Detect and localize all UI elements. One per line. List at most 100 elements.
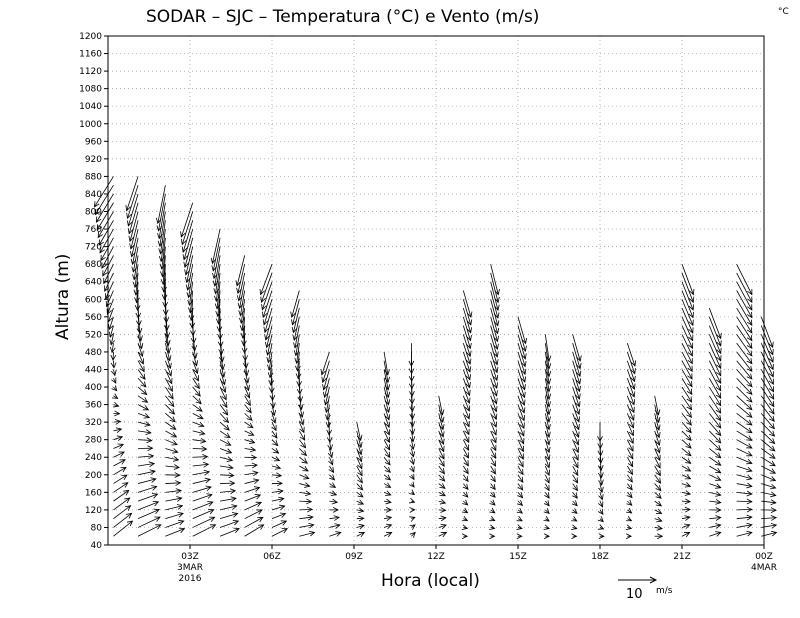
wind-arrow-head	[463, 452, 469, 459]
wind-arrow-head	[320, 369, 327, 376]
wind-arrow-head	[275, 472, 283, 479]
wind-arrow-head	[239, 325, 246, 332]
wind-arrow	[572, 509, 578, 514]
y-tick-label: 680	[85, 260, 102, 270]
wind-arrow	[297, 360, 300, 379]
wind-arrow-head	[122, 482, 129, 488]
wind-arrow	[165, 325, 169, 346]
wind-arrow-head	[244, 384, 250, 392]
wind-arrow-head	[194, 382, 200, 390]
wind-arrow	[654, 518, 662, 522]
wind-arrow-head	[138, 358, 145, 365]
y-tick-label: 1040	[79, 102, 102, 112]
wind-arrow-head	[492, 374, 499, 382]
wind-arrow	[654, 448, 661, 461]
wind-arrow	[681, 325, 693, 349]
wind-arrow	[517, 448, 524, 460]
wind-arrow	[299, 516, 313, 520]
wind-arrow-head	[214, 303, 221, 310]
wind-arrow	[736, 272, 753, 303]
wind-arrow-head	[656, 516, 663, 523]
wind-arrow	[626, 421, 634, 436]
wind-arrow	[681, 351, 693, 372]
wind-arrow-head	[770, 515, 778, 521]
wind-arrow	[244, 524, 264, 537]
wind-arrow-head	[715, 414, 722, 422]
wind-arrow-head	[154, 516, 161, 522]
wind-arrow-head	[687, 381, 693, 388]
wind-arrow	[736, 483, 752, 487]
wind-arrow	[760, 334, 774, 363]
wind-arrow	[490, 404, 497, 420]
wind-arrow-head	[295, 365, 301, 372]
y-tick-label: 960	[85, 137, 102, 147]
wind-arrow-head	[489, 499, 496, 506]
wind-arrow-head	[335, 531, 342, 537]
wind-arrow-head	[162, 301, 169, 309]
wind-arrow-head	[332, 507, 339, 513]
wind-arrow	[192, 369, 199, 382]
wind-arrow-head	[494, 296, 500, 304]
wind-arrow-head	[768, 371, 774, 378]
wind-arrow-head	[409, 421, 416, 428]
wind-arrow-head	[295, 373, 302, 380]
wind-arrow-head	[597, 443, 604, 450]
wind-arrow	[113, 420, 121, 423]
wind-arrow-head	[262, 319, 269, 326]
wind-arrow	[572, 378, 580, 400]
y-tick-label: 1200	[79, 32, 102, 42]
wind-arrow	[113, 444, 124, 449]
wind-arrow	[137, 509, 160, 520]
wind-arrow	[572, 448, 579, 461]
wind-arrow-head	[129, 243, 135, 250]
wind-arrow	[572, 386, 580, 407]
wind-arrow	[544, 448, 550, 461]
wind-arrow-head	[220, 378, 226, 386]
wind-arrow	[192, 430, 205, 435]
wind-arrow-head	[716, 340, 722, 347]
wind-arrow	[736, 474, 752, 480]
wind-arrow	[490, 439, 497, 451]
wind-arrow-head	[300, 442, 307, 449]
wind-arrow	[490, 457, 496, 467]
wind-arrow-head	[145, 429, 152, 435]
wind-arrow	[192, 471, 210, 476]
wind-arrow-head	[408, 383, 415, 390]
wind-arrow-head	[439, 453, 445, 460]
wind-arrow-head	[297, 396, 304, 403]
wind-arrow-head	[209, 524, 217, 530]
wind-arrow-head	[264, 334, 270, 341]
wind-arrow	[681, 378, 693, 395]
wind-arrow	[137, 478, 156, 484]
wind-arrow-head	[108, 323, 114, 331]
wind-arrow-head	[715, 460, 722, 466]
wind-arrow-head	[236, 287, 242, 295]
wind-arrow-head	[328, 466, 335, 474]
wind-arrow	[161, 237, 166, 270]
wind-arrow-head	[516, 507, 523, 514]
x-tick-label: 18Z	[591, 552, 609, 562]
wind-arrow	[572, 430, 579, 445]
wind-arrow-head	[281, 528, 289, 534]
wind-arrow	[438, 457, 445, 467]
wind-arrow-head	[492, 366, 499, 374]
wind-arrow	[761, 465, 776, 474]
wind-arrow	[760, 378, 775, 400]
x-tick-date: 3MAR	[177, 563, 203, 573]
wind-arrow-head	[276, 480, 283, 487]
wind-arrow-head	[125, 505, 132, 511]
wind-arrow-head	[236, 295, 243, 302]
wind-arrow-head	[143, 413, 151, 419]
wind-arrow	[113, 467, 127, 476]
wind-arrow	[244, 502, 262, 511]
wind-arrow-head	[715, 515, 722, 521]
wind-arrow	[411, 413, 414, 427]
wind-arrow	[654, 430, 660, 446]
wind-arrow	[517, 421, 525, 437]
wind-arrow	[654, 474, 661, 484]
wind-arrow-head	[439, 483, 446, 489]
wind-arrow	[271, 421, 277, 431]
wind-arrow-head	[747, 288, 753, 296]
wind-arrow-head	[464, 428, 470, 436]
wind-arrow	[383, 439, 391, 451]
